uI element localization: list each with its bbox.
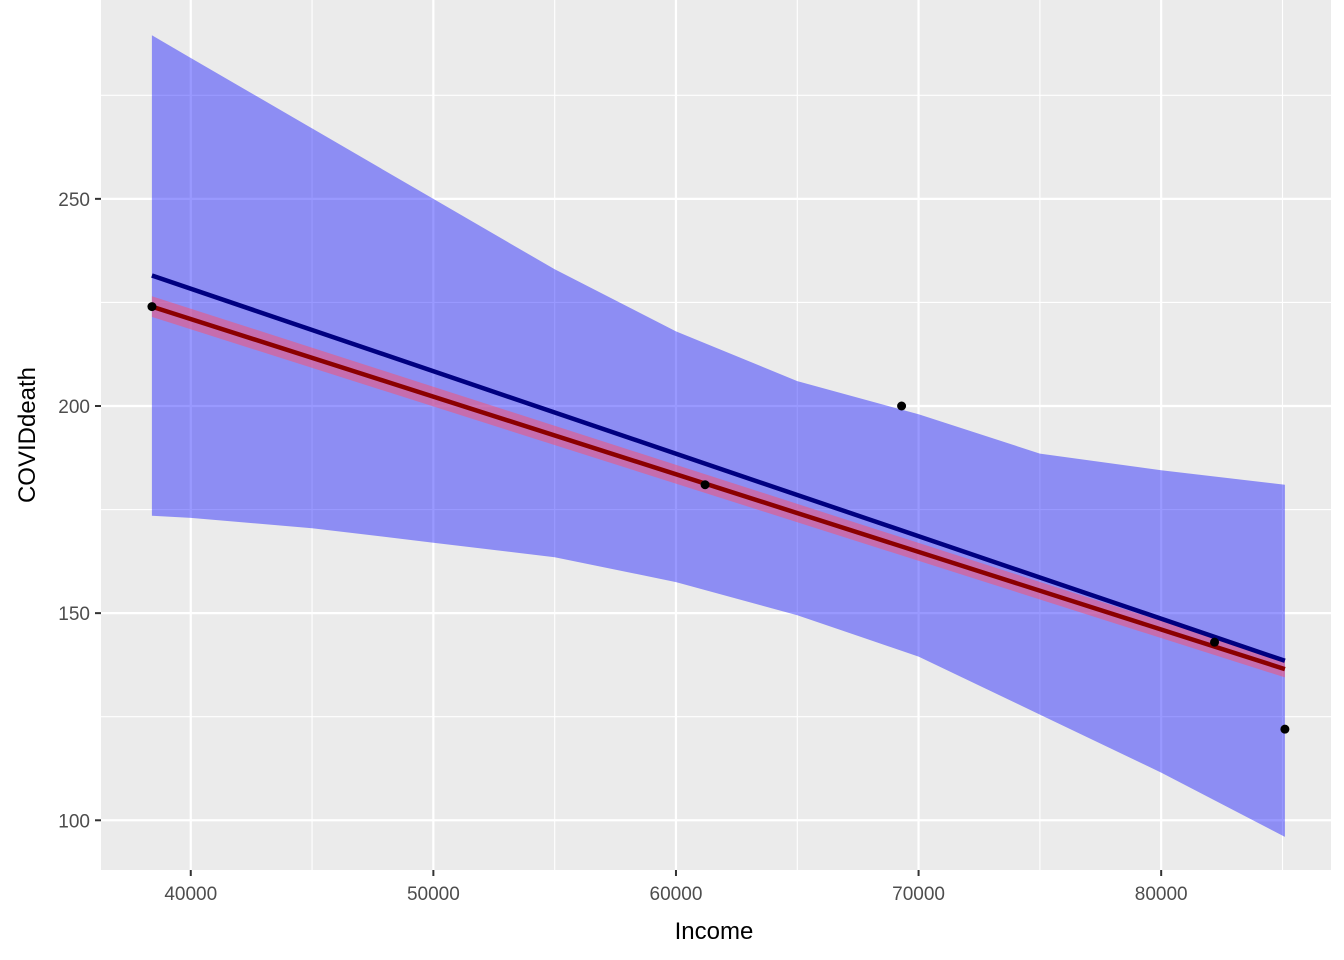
data-point-2 bbox=[897, 401, 907, 411]
grid-layer bbox=[101, 0, 1331, 870]
point-layer bbox=[147, 302, 1290, 734]
fit-line-3 bbox=[151, 304, 1286, 672]
x-axis-title: Income bbox=[675, 918, 754, 945]
data-point-0 bbox=[147, 302, 157, 312]
x-tick-label: 80000 bbox=[1135, 884, 1188, 905]
y-tick-label: 250 bbox=[58, 190, 90, 211]
x-tick-label: 50000 bbox=[407, 884, 460, 905]
y-tick-label: 100 bbox=[58, 811, 90, 832]
line-layer bbox=[151, 273, 1286, 672]
plot-panel bbox=[101, 0, 1331, 870]
x-tick-label: 40000 bbox=[164, 884, 217, 905]
x-tick-label: 60000 bbox=[650, 884, 703, 905]
x-tick-label: 70000 bbox=[892, 884, 945, 905]
y-axis-title: COVIDdeath bbox=[14, 367, 41, 503]
data-point-4 bbox=[1280, 724, 1290, 734]
fit-line-2 bbox=[151, 273, 1286, 663]
confidence-band-0 bbox=[151, 35, 1285, 837]
data-point-3 bbox=[1210, 637, 1220, 647]
y-tick-label: 150 bbox=[58, 604, 90, 625]
axis-layer: 40000 50000 60000 70000 80000 100 150 200 250 bbox=[58, 190, 1187, 905]
data-point-1 bbox=[700, 480, 710, 490]
y-tick-label: 200 bbox=[58, 397, 90, 418]
